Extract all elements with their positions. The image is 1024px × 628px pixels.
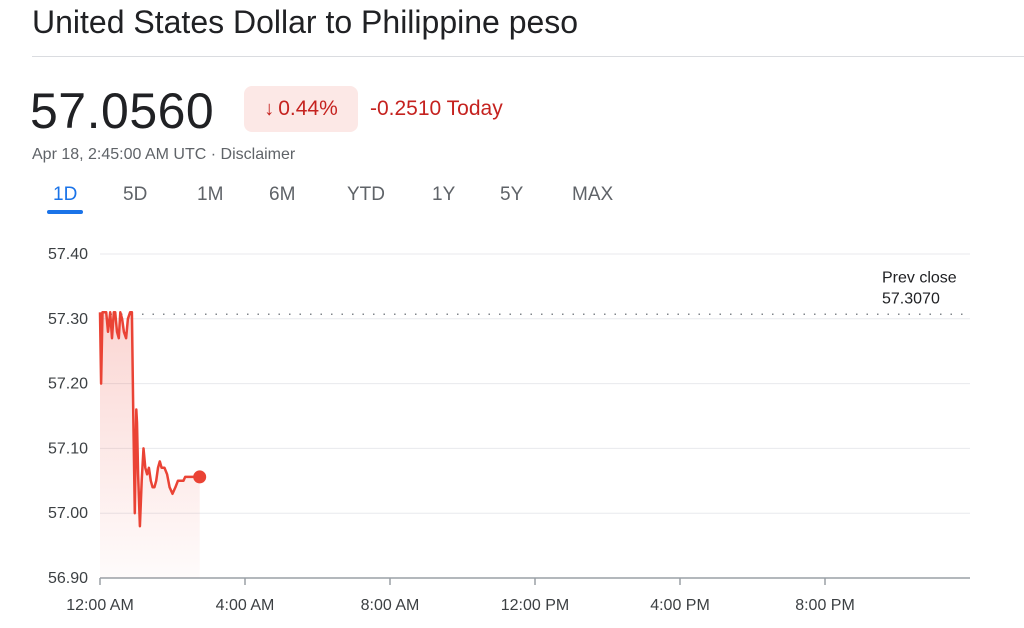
tab-max[interactable]: MAX xyxy=(572,184,614,205)
arrow-down-icon: ↓ xyxy=(264,97,275,120)
series-area xyxy=(100,312,200,578)
timestamp: Apr 18, 2:45:00 AM UTC xyxy=(32,146,207,163)
y-tick-label: 57.10 xyxy=(48,440,88,457)
y-tick-label: 57.40 xyxy=(48,246,88,263)
x-tick-label: 4:00 PM xyxy=(650,597,710,614)
series-line xyxy=(98,311,200,528)
tab-1m[interactable]: 1M xyxy=(197,184,224,205)
tab-5d[interactable]: 5D xyxy=(123,184,148,205)
prev-close-label: Prev close xyxy=(882,269,957,286)
last-point-marker xyxy=(193,470,207,484)
tab-5y[interactable]: 5Y xyxy=(500,184,524,205)
y-tick-label: 57.20 xyxy=(48,376,88,393)
prev-close-value: 57.3070 xyxy=(882,290,940,307)
y-tick-label: 56.90 xyxy=(48,570,88,587)
x-tick-label: 8:00 PM xyxy=(795,597,855,614)
separator: · xyxy=(206,146,221,163)
x-tick-label: 12:00 PM xyxy=(501,597,569,614)
x-tick-label: 4:00 AM xyxy=(216,597,275,614)
tab-6m[interactable]: 6M xyxy=(269,184,296,205)
active-tab-indicator xyxy=(47,210,83,214)
change-percent-badge: ↓ 0.44% xyxy=(244,86,358,132)
disclaimer-link[interactable]: Disclaimer xyxy=(220,146,296,163)
page-title: United States Dollar to Philippine peso xyxy=(32,4,579,40)
tab-1d[interactable]: 1D xyxy=(53,184,78,205)
current-price: 57.0560 xyxy=(30,83,215,139)
tab-1y[interactable]: 1Y xyxy=(432,184,456,205)
tab-ytd[interactable]: YTD xyxy=(347,184,385,205)
change-today: -0.2510 Today xyxy=(370,97,503,120)
y-tick-label: 57.30 xyxy=(48,311,88,328)
y-tick-label: 57.00 xyxy=(48,505,88,522)
change-percent: 0.44% xyxy=(278,97,338,120)
x-tick-label: 12:00 AM xyxy=(66,597,134,614)
exchange-rate-chart: 57.40 57.30 57.20 57.10 57.00 56.90 12:00 AM 4:… xyxy=(48,246,970,614)
title-divider xyxy=(32,56,1024,57)
x-tick-label: 8:00 AM xyxy=(361,597,420,614)
timestamp-line: Apr 18, 2:45:00 AM UTC · Disclaimer xyxy=(32,146,295,164)
